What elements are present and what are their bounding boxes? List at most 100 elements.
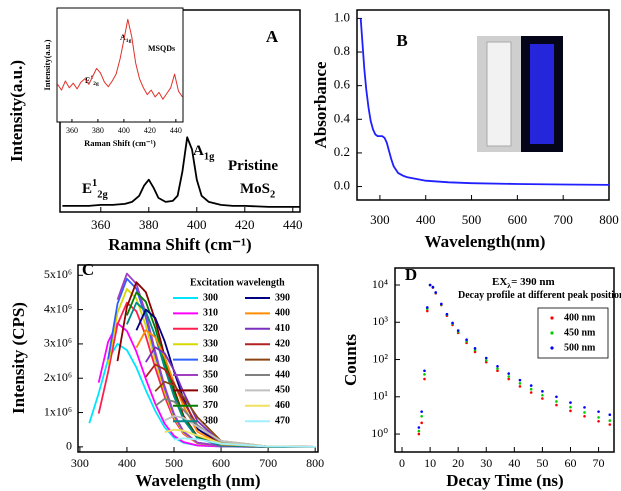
x-axis-title: Ramna Shift (cm⁻¹) <box>108 235 251 254</box>
annotation-part: 2g <box>93 81 99 87</box>
x-tick-label: 380 <box>92 126 104 135</box>
annotation-part: MSQDs <box>148 44 175 53</box>
x-tick-label: 700 <box>553 212 573 227</box>
data-point <box>417 429 421 433</box>
data-point <box>569 401 572 404</box>
y-tick-label: 5x10⁶ <box>44 267 72 281</box>
data-point <box>440 302 443 306</box>
data-point <box>555 400 558 403</box>
legend-marker <box>550 346 554 350</box>
data-point <box>496 364 499 368</box>
data-point <box>529 387 533 391</box>
x-tick-label: 60 <box>564 456 576 470</box>
data-line <box>173 437 316 448</box>
y-tick-label: 10² <box>372 351 388 365</box>
y-tick-label: 0 <box>66 439 72 453</box>
plot-frame <box>77 264 319 453</box>
x-tick-label: 400 <box>187 217 207 232</box>
legend-label: 340 <box>203 354 218 365</box>
data-point <box>425 306 429 309</box>
x-tick-label: 400 <box>118 126 130 135</box>
legend-label: 350 <box>203 369 218 380</box>
y-tick-label: 4x10⁶ <box>44 301 72 315</box>
y-tick-label: 0.8 <box>334 43 350 58</box>
x-tick-label: 600 <box>508 212 528 227</box>
y-axis-title: Absorbance <box>311 61 330 148</box>
annotation-part: 2 <box>270 190 275 201</box>
x-tick-label: 380 <box>139 217 159 232</box>
annotation: A1g <box>193 143 215 162</box>
legend-box <box>537 307 609 359</box>
data-point <box>518 385 522 388</box>
x-tick-label: 500 <box>462 212 482 227</box>
legend-label: 360 <box>203 385 218 396</box>
data-point <box>608 413 612 417</box>
annotation-part: MoS <box>240 181 270 197</box>
data-point <box>569 405 572 409</box>
legend-label: 320 <box>203 323 218 334</box>
annotation-part: 2g <box>97 190 108 201</box>
x-tick-label: 360 <box>66 126 78 135</box>
annotation-part: = 390 nm <box>511 276 555 288</box>
y-tick-label: 1.0 <box>334 9 350 24</box>
x-tick-label: 600 <box>212 456 230 470</box>
y-tick-label: 10³ <box>372 314 388 328</box>
x-tick-label: 10 <box>424 456 436 470</box>
data-point <box>597 416 600 419</box>
legend-label: 390 <box>275 292 290 303</box>
annotation-part: 1g <box>204 152 215 163</box>
legend-label: 330 <box>203 338 218 349</box>
x-tick-label: 440 <box>170 126 182 135</box>
x-axis-title: Raman Shift (cm⁻¹) <box>84 138 156 148</box>
data-point <box>420 421 423 425</box>
y-tick-label: 0.4 <box>334 110 351 125</box>
x-axis-title: Wavelength(nm) <box>425 232 546 251</box>
x-tick-label: 420 <box>144 126 156 135</box>
panel-label: D <box>405 265 417 284</box>
x-tick-label: 800 <box>306 456 324 470</box>
data-point <box>496 367 499 370</box>
y-axis-title: Intensity (CPS) <box>9 302 28 414</box>
legend-label: 400 nm <box>564 312 596 323</box>
x-tick-label: 70 <box>593 456 605 470</box>
panel-label: A <box>266 27 279 46</box>
annotation-part: A <box>193 143 204 159</box>
legend-label: 420 <box>275 338 290 349</box>
data-point <box>541 393 544 397</box>
legend-label: 430 <box>275 354 290 365</box>
x-tick-label: 20 <box>452 456 464 470</box>
data-point <box>597 419 600 423</box>
annotation-part: E <box>85 76 90 85</box>
data-point <box>431 285 435 289</box>
data-point <box>465 338 468 342</box>
data-point <box>518 382 522 385</box>
cuvette <box>486 41 512 147</box>
data-point <box>496 369 499 373</box>
x-axis-title: Decay Time (ns) <box>446 471 563 490</box>
annotation-part: E <box>82 181 92 197</box>
annotation: EXλ= 390 nm <box>492 276 555 290</box>
legend-marker <box>550 316 554 320</box>
y-tick-label: 3x10⁶ <box>44 336 72 350</box>
data-point <box>518 378 522 382</box>
y-tick-label: 10⁰ <box>371 426 388 440</box>
data-point <box>583 406 586 409</box>
data-point <box>425 309 429 313</box>
data-point <box>507 375 511 378</box>
data-line <box>57 18 183 100</box>
data-point <box>420 414 423 418</box>
legend-label: 450 <box>275 385 290 396</box>
data-point <box>507 372 511 375</box>
data-point <box>555 403 558 407</box>
annotation-part: Decay profile at different peak position… <box>458 290 621 301</box>
y-tick-label: 0.0 <box>334 178 350 193</box>
legend-label: 450 nm <box>564 327 596 338</box>
x-tick-label: 800 <box>599 212 619 227</box>
data-point <box>434 291 438 294</box>
x-tick-label: 50 <box>536 456 548 470</box>
y-tick-label: 10¹ <box>372 389 388 403</box>
x-tick-label: 400 <box>118 456 136 470</box>
data-point <box>423 369 426 373</box>
data-point <box>423 377 426 381</box>
